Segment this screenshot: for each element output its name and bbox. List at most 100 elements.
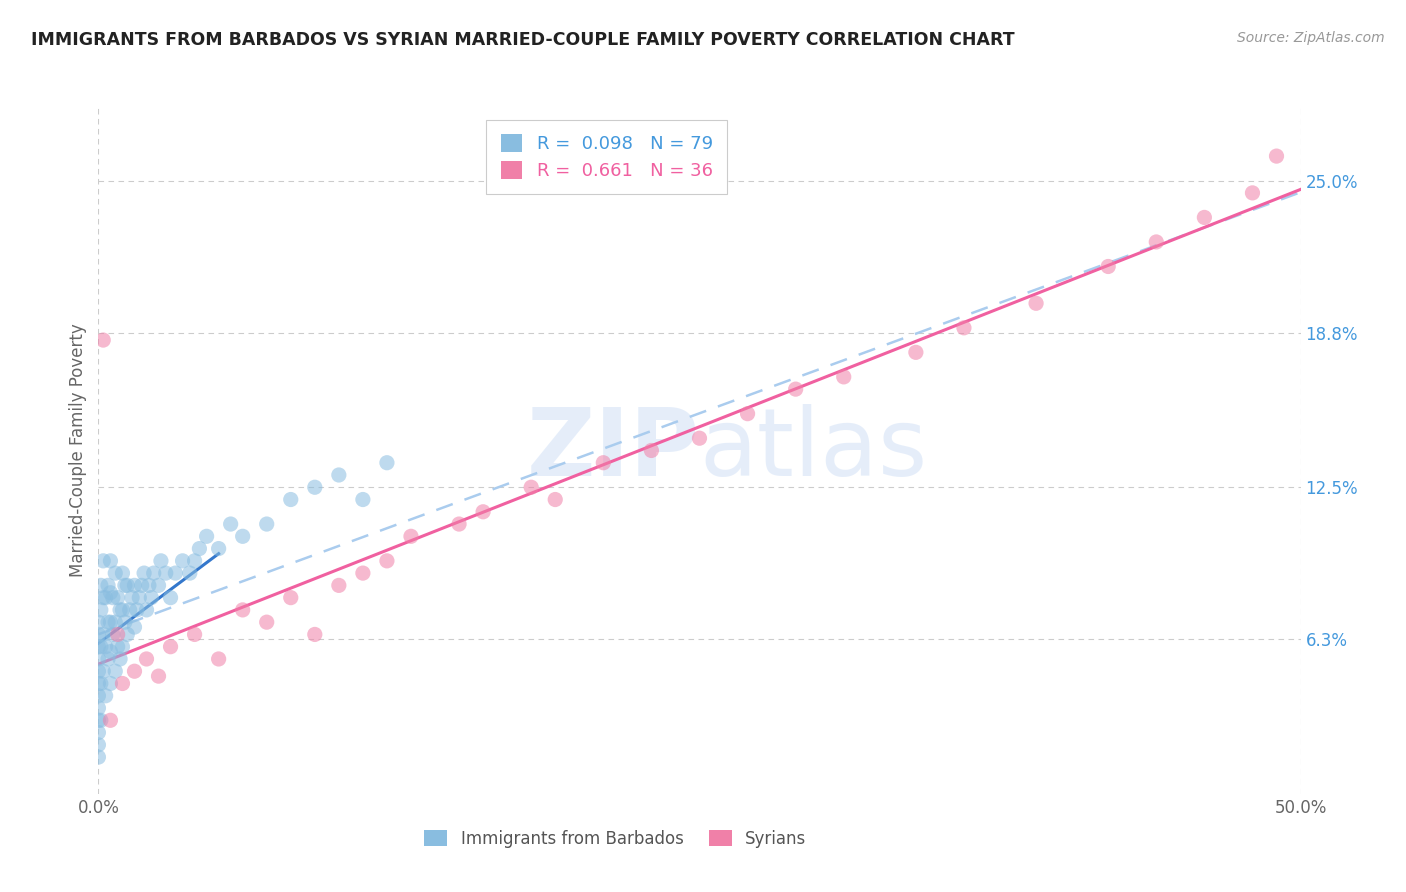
Text: IMMIGRANTS FROM BARBADOS VS SYRIAN MARRIED-COUPLE FAMILY POVERTY CORRELATION CHA: IMMIGRANTS FROM BARBADOS VS SYRIAN MARRI… [31, 31, 1015, 49]
Point [114, 578, 136, 592]
Point [91, 554, 114, 568]
Point [256, 516, 278, 531]
Point [94, 689, 117, 703]
Point [128, 591, 150, 605]
Point [447, 516, 470, 531]
Point [544, 492, 567, 507]
Point [172, 554, 194, 568]
Point [107, 627, 129, 641]
Point [352, 492, 374, 507]
Point [1194, 211, 1216, 225]
Point [104, 566, 127, 581]
Point [104, 664, 127, 678]
Point [328, 467, 350, 482]
Point [352, 566, 374, 581]
Point [159, 640, 181, 654]
Point [1025, 296, 1047, 310]
Point [91, 591, 114, 605]
Point [142, 566, 165, 581]
Point [135, 652, 157, 666]
Point [87, 615, 110, 630]
Point [108, 603, 131, 617]
Point [375, 554, 398, 568]
Point [91, 333, 114, 347]
Point [1241, 186, 1264, 200]
Point [953, 320, 976, 334]
Text: Source: ZipAtlas.com: Source: ZipAtlas.com [1237, 31, 1385, 45]
Point [1144, 235, 1167, 249]
Point [117, 578, 139, 592]
Point [100, 714, 122, 728]
Point [118, 603, 141, 617]
Point [87, 701, 110, 715]
Point [87, 738, 110, 752]
Point [280, 591, 302, 605]
Point [111, 566, 134, 581]
Point [108, 652, 131, 666]
Point [90, 578, 112, 592]
Point [232, 603, 254, 617]
Point [640, 443, 662, 458]
Point [179, 566, 201, 581]
Point [87, 725, 110, 739]
Point [90, 676, 112, 690]
Point [91, 627, 114, 641]
Point [125, 603, 148, 617]
Point [904, 345, 927, 359]
Point [689, 431, 711, 445]
Point [114, 615, 136, 630]
Point [155, 566, 177, 581]
Point [97, 615, 120, 630]
Point [121, 591, 143, 605]
Point [94, 640, 117, 654]
Point [100, 615, 122, 630]
Point [124, 664, 146, 678]
Point [183, 554, 205, 568]
Point [737, 407, 759, 421]
Point [124, 578, 146, 592]
Point [100, 676, 122, 690]
Point [148, 669, 170, 683]
Point [256, 615, 278, 630]
Y-axis label: Married-Couple Family Poverty: Married-Couple Family Poverty [69, 324, 87, 577]
Point [165, 566, 187, 581]
Point [97, 578, 120, 592]
Point [520, 480, 543, 494]
Point [100, 554, 122, 568]
Point [219, 516, 242, 531]
Point [87, 689, 110, 703]
Legend: Immigrants from Barbados, Syrians: Immigrants from Barbados, Syrians [418, 823, 813, 855]
Point [90, 640, 112, 654]
Point [208, 541, 231, 556]
Point [107, 591, 129, 605]
Point [87, 714, 110, 728]
Point [188, 541, 211, 556]
Point [208, 652, 231, 666]
Point [399, 529, 422, 543]
Point [304, 627, 326, 641]
Point [117, 627, 139, 641]
Point [148, 578, 170, 592]
Point [328, 578, 350, 592]
Point [87, 750, 110, 764]
Point [195, 529, 218, 543]
Point [87, 676, 110, 690]
Point [124, 620, 146, 634]
Point [87, 640, 110, 654]
Point [90, 714, 112, 728]
Point [111, 640, 134, 654]
Point [100, 644, 122, 658]
Point [87, 652, 110, 666]
Point [107, 640, 129, 654]
Point [141, 591, 163, 605]
Point [101, 591, 124, 605]
Point [132, 566, 155, 581]
Point [90, 603, 112, 617]
Point [138, 578, 160, 592]
Point [1265, 149, 1288, 163]
Point [104, 615, 127, 630]
Point [91, 664, 114, 678]
Point [111, 676, 134, 690]
Point [159, 591, 181, 605]
Point [232, 529, 254, 543]
